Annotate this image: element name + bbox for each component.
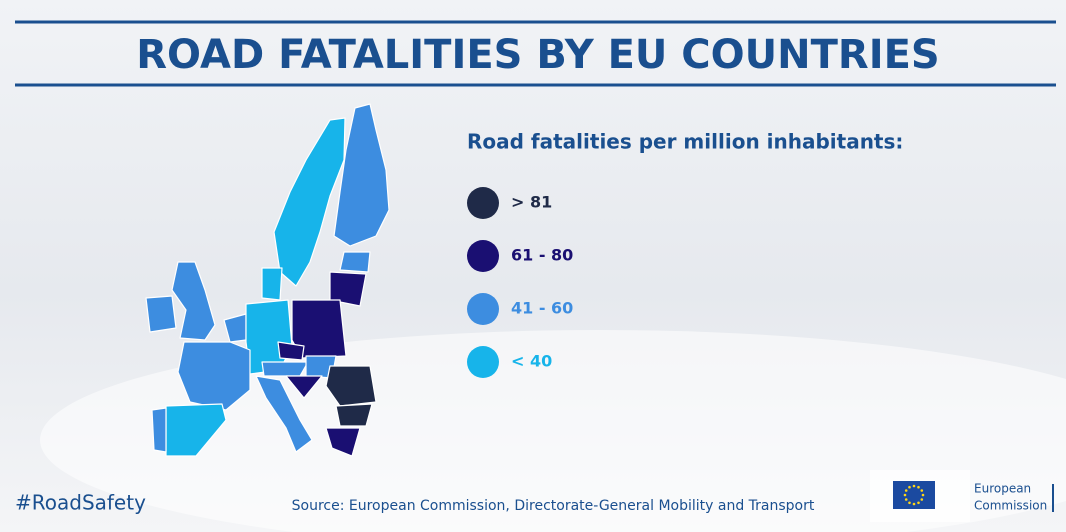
region bbox=[261, 361, 309, 377]
flag-star bbox=[908, 501, 911, 505]
flag-stars bbox=[903, 484, 925, 506]
legend-label: < 40 bbox=[511, 352, 552, 371]
legend-swatch bbox=[467, 293, 499, 325]
legend-swatch bbox=[467, 240, 499, 272]
legend: > 81 61 - 80 41 - 60 < 40 bbox=[467, 187, 573, 378]
legend-label: > 81 bbox=[511, 193, 552, 212]
flag-star bbox=[917, 501, 920, 505]
flag-star bbox=[920, 498, 924, 501]
region bbox=[261, 267, 283, 301]
legend-label: 41 - 60 bbox=[511, 299, 573, 318]
region bbox=[255, 375, 313, 453]
flag-star bbox=[908, 485, 911, 489]
region bbox=[145, 295, 177, 333]
hashtag: #RoadSafety bbox=[15, 491, 146, 515]
flag-star bbox=[904, 489, 908, 492]
region bbox=[177, 341, 251, 411]
flag-star bbox=[904, 498, 908, 501]
ec-logo: European Commission bbox=[870, 470, 1054, 522]
source: Source: European Commission, Directorate… bbox=[292, 498, 815, 514]
eu-map bbox=[145, 103, 390, 457]
region bbox=[329, 271, 367, 307]
legend-title: Road fatalities per million inhabitants: bbox=[467, 130, 903, 154]
flag-star bbox=[921, 493, 925, 497]
region bbox=[273, 117, 346, 287]
region bbox=[277, 341, 305, 361]
region bbox=[335, 403, 373, 427]
region bbox=[333, 103, 390, 247]
logo-text: European bbox=[974, 482, 1031, 496]
region bbox=[151, 407, 167, 453]
flag-star bbox=[920, 489, 924, 492]
legend-swatch bbox=[467, 187, 499, 219]
region bbox=[325, 365, 377, 407]
flag-star bbox=[903, 493, 907, 497]
logo-text: Commission bbox=[974, 499, 1047, 513]
flag-star bbox=[912, 484, 916, 488]
flag-star bbox=[917, 485, 920, 489]
legend-label: 61 - 80 bbox=[511, 246, 573, 265]
title: ROAD FATALITIES BY EU COUNTRIES bbox=[136, 32, 939, 78]
region bbox=[171, 261, 216, 341]
region bbox=[339, 251, 371, 273]
region bbox=[285, 375, 323, 399]
region bbox=[325, 427, 361, 457]
flag-star bbox=[912, 502, 916, 506]
legend-swatch bbox=[467, 346, 499, 378]
